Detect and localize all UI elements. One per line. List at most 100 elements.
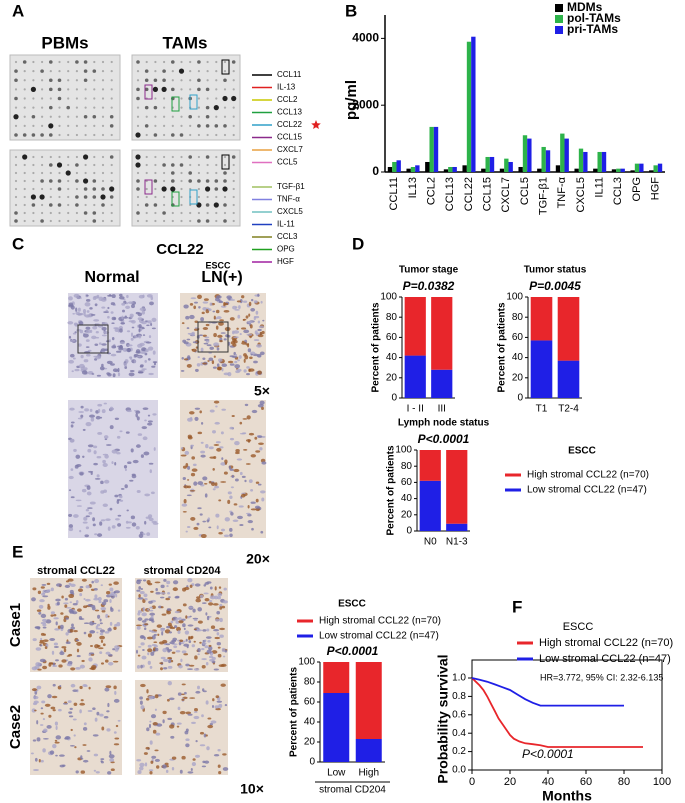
blot-spot (180, 187, 183, 191)
ihc-cell (243, 329, 250, 334)
p-value: P=0.0382 (403, 279, 455, 293)
ihc-cell (82, 684, 88, 687)
ihc-cell (98, 342, 102, 345)
ihc-cell (160, 656, 166, 660)
ihc-cell (96, 456, 102, 459)
blot-spot (136, 60, 140, 64)
blot-spot (136, 179, 140, 183)
ihc-cell (140, 664, 143, 669)
ihc-cell (96, 474, 100, 478)
ihc-cell (206, 649, 212, 654)
ihc-cell (152, 729, 157, 734)
ihc-cell (158, 641, 165, 645)
ihc-cell (147, 320, 152, 324)
blot-spot (75, 97, 78, 100)
ihc-cell (150, 651, 155, 656)
ihc-cell (94, 303, 98, 307)
ihc-cell (217, 334, 223, 338)
blot-spot (215, 163, 218, 167)
ihc-cell (99, 629, 105, 633)
ihc-cell (99, 618, 102, 622)
ihc-cell (82, 309, 87, 314)
bar (406, 168, 411, 172)
y-tick-label: 0.2 (452, 746, 466, 757)
bar-segment (323, 693, 350, 762)
blot-spot (84, 219, 87, 223)
bar (518, 166, 523, 172)
ihc-cell (183, 653, 189, 656)
blot-spot (49, 105, 53, 110)
blot-spot (23, 187, 26, 191)
ihc-cell (138, 324, 142, 329)
ihc-cell (172, 580, 179, 585)
legend-label: pol-TAMs (567, 11, 621, 25)
ihc-title: CCL22 (156, 241, 204, 258)
ihc-cell (175, 617, 180, 621)
y-tick-label: 60 (512, 332, 524, 343)
ihc-cell (96, 374, 101, 377)
ihc-cell (112, 368, 118, 373)
ihc-cell (181, 693, 185, 696)
ihc-cell (53, 614, 57, 617)
ihc-cell (104, 454, 109, 459)
ihc-cell (165, 597, 171, 601)
ihc-cell (208, 655, 214, 659)
ihc-cell (182, 510, 187, 513)
ihc-column-label: Normal (84, 269, 139, 286)
ihc-cell (169, 626, 176, 630)
blot-spot (14, 106, 18, 109)
ihc-cell (97, 431, 103, 435)
ihc-cell (189, 314, 195, 320)
blot-spot (67, 133, 70, 137)
ihc-cell (69, 353, 75, 358)
ihc-cell (218, 499, 222, 502)
ihc-cell (138, 586, 142, 590)
y-tick-label: 0.6 (452, 709, 466, 720)
ihc-cell (103, 402, 107, 405)
ihc-cell (243, 449, 248, 451)
ihc-cell (191, 644, 195, 648)
blot-spot (223, 60, 227, 64)
ihc-cell (147, 422, 153, 426)
ihc-cell (245, 439, 252, 442)
ihc-cell (216, 347, 220, 351)
ihc-cell (148, 517, 154, 522)
ihc-cell (50, 587, 54, 592)
blot-spot (14, 179, 18, 183)
ihc-cell (154, 749, 159, 752)
ihc-cell (117, 609, 121, 612)
ihc-cell (100, 760, 103, 763)
ihc-cell (120, 487, 125, 490)
legend-label: CCL15 (277, 133, 302, 142)
blot-spot (83, 211, 88, 215)
ihc-cell (237, 359, 240, 362)
ihc-cell (143, 752, 148, 755)
ihc-cell (185, 315, 190, 320)
ihc-cell (160, 584, 165, 589)
y-tick-label: 0.8 (452, 691, 466, 702)
ihc-cell (234, 440, 240, 446)
ihc-cell (202, 760, 206, 764)
ihc-cell (178, 664, 183, 669)
p-value: P<0.0001 (418, 432, 470, 446)
ihc-cell (183, 485, 189, 489)
ihc-cell (190, 444, 195, 447)
legend-label: IL-11 (277, 220, 295, 229)
blot-spot (231, 60, 236, 64)
blot-spot (136, 96, 140, 101)
ihc-cell (187, 479, 190, 481)
ihc-cell (109, 758, 115, 762)
ihc-cell (149, 740, 153, 745)
blot-spot (215, 219, 218, 223)
bar (489, 156, 495, 172)
blot-spot (67, 124, 70, 127)
blot-highlight (221, 154, 230, 170)
ihc-cell (166, 585, 169, 588)
ihc-cell (109, 621, 113, 626)
ihc-cell (215, 309, 220, 314)
ihc-cell (126, 294, 129, 299)
bar (639, 163, 644, 172)
ihc-cell (163, 667, 168, 670)
legend-label: TNF-α (277, 195, 300, 204)
bar-segment (404, 297, 426, 356)
